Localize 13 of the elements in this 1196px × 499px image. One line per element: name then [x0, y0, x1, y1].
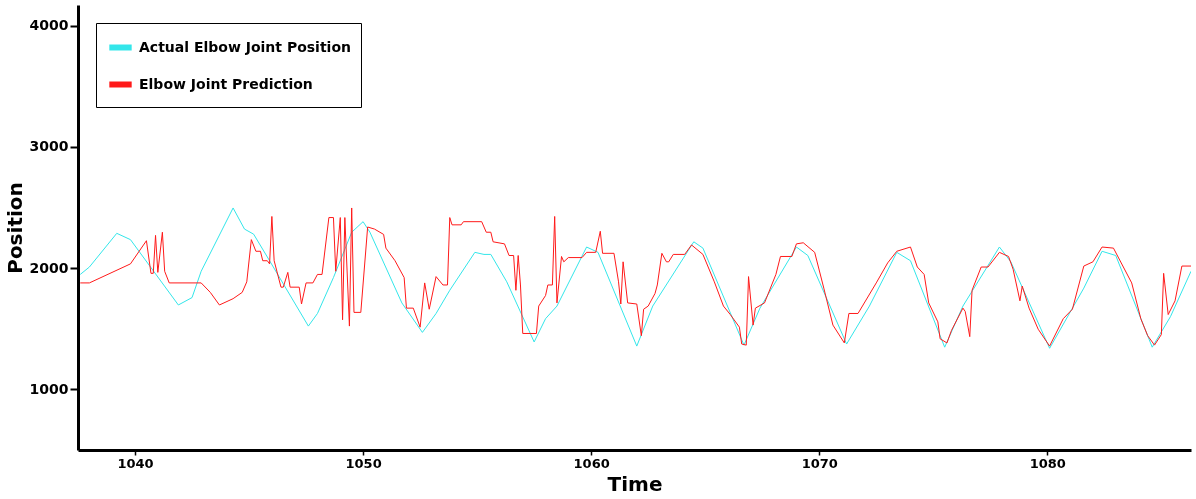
x-tick-label: 1050 [345, 455, 382, 471]
y-tick-label: 3000 [29, 138, 69, 155]
y-axis-title: Position [2, 182, 27, 274]
x-tick-label: 1040 [117, 455, 154, 471]
y-tick-label: 4000 [29, 17, 69, 34]
x-tick-label: 1070 [801, 455, 838, 471]
x-tick-label: 1060 [573, 455, 610, 471]
legend-label: Actual Elbow Joint Position [139, 38, 351, 55]
x-tick-label: 1080 [1029, 455, 1066, 471]
y-tick-label: 2000 [29, 259, 69, 276]
legend-label: Elbow Joint Prediction [139, 75, 313, 92]
x-axis-title: Time [607, 471, 663, 496]
y-tick-label: 1000 [29, 380, 69, 397]
